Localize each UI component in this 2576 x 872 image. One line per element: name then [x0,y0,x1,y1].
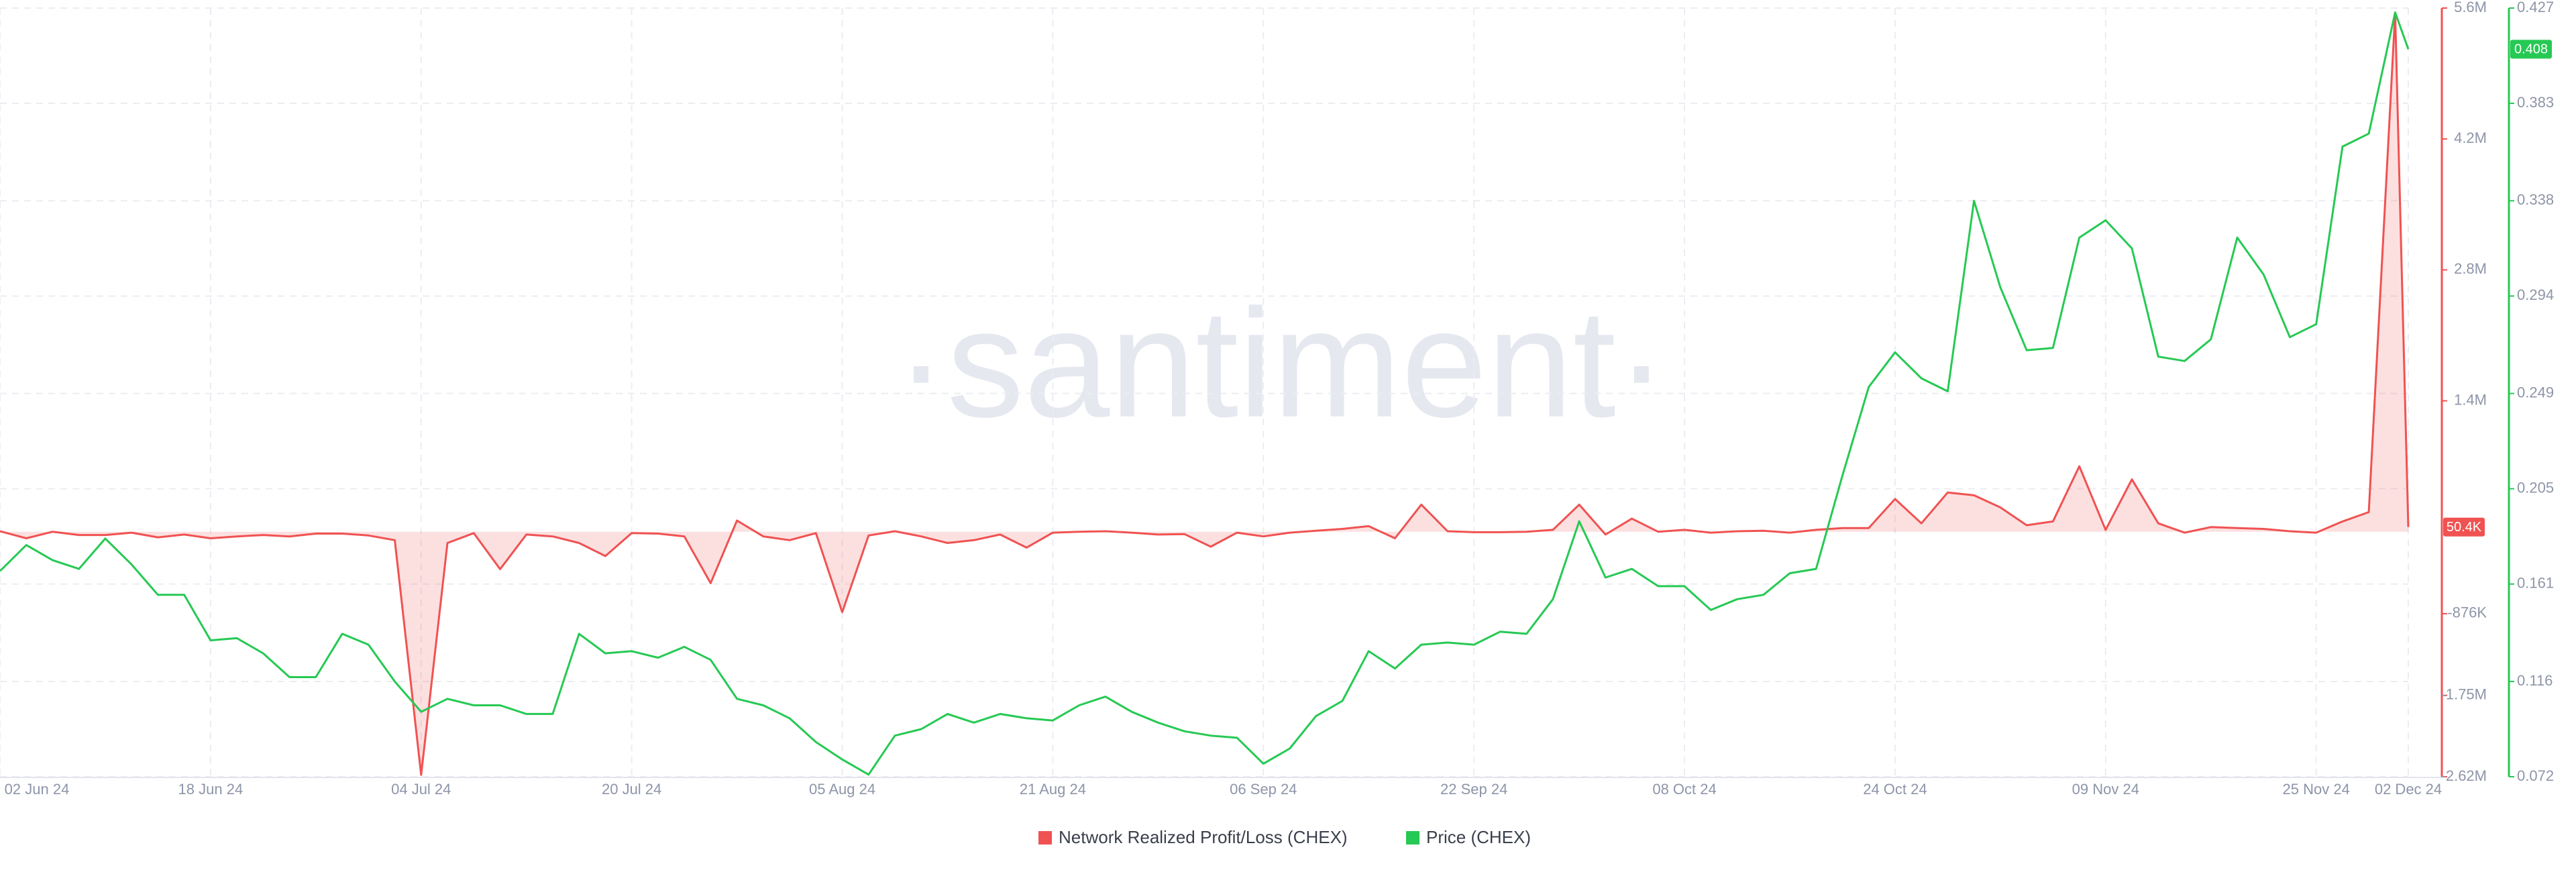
x-tick-label: 02 Jun 24 [5,781,70,798]
series-line [0,11,2410,776]
y2-tick-label: 0.249 [2517,384,2554,400]
x-tick-label: 25 Nov 24 [2283,781,2350,798]
x-tick-label: 06 Sep 24 [1230,781,1297,798]
y-tick-label: 2.8M [2454,260,2487,277]
y-tick-label: 5.6M [2454,0,2487,15]
y-tick-label: 1.4M [2454,391,2487,408]
x-tick-label: 09 Nov 24 [2072,781,2139,798]
last-value-label: 50.4K [2447,520,2482,535]
legend-label: Price (CHEX) [1426,827,1531,847]
x-tick-label: 20 Jul 24 [602,781,661,798]
last-value-box [2443,517,2485,537]
y-tick-label: -876K [2447,604,2487,621]
legend-swatch [1406,831,1419,844]
y-tick-label: 4.2M [2454,129,2487,146]
last-value-label: 0.408 [2514,42,2548,57]
legend-label: Network Realized Profit/Loss (CHEX) [1059,827,1348,847]
y2-tick-label: 0.294 [2517,286,2554,303]
y-tick-label: -2.62M [2441,767,2487,784]
series-line [0,11,2410,776]
x-tick-label: 22 Sep 24 [1440,781,1507,798]
last-value-box [2510,40,2552,59]
x-tick-label: 08 Oct 24 [1652,781,1716,798]
y2-tick-label: 0.383 [2517,94,2554,111]
x-tick-label: 02 Dec 24 [2375,781,2442,798]
x-tick-label: 05 Aug 24 [809,781,875,798]
y2-tick-label: 0.427 [2517,0,2554,15]
x-tick-label: 18 Jun 24 [178,781,244,798]
y2-tick-label: 0.116 [2517,672,2553,689]
y2-tick-label: 0.072 [2517,767,2554,784]
y2-tick-label: 0.205 [2517,479,2554,496]
x-tick-label: 24 Oct 24 [1863,781,1927,798]
y2-tick-label: 0.338 [2517,191,2554,208]
legend-swatch [1038,831,1052,844]
x-tick-label: 21 Aug 24 [1020,781,1086,798]
y-tick-label: -1.75M [2441,686,2487,703]
y2-tick-label: 0.161 [2517,575,2554,592]
watermark: ·santiment· [896,277,1667,449]
x-tick-label: 04 Jul 24 [391,781,451,798]
